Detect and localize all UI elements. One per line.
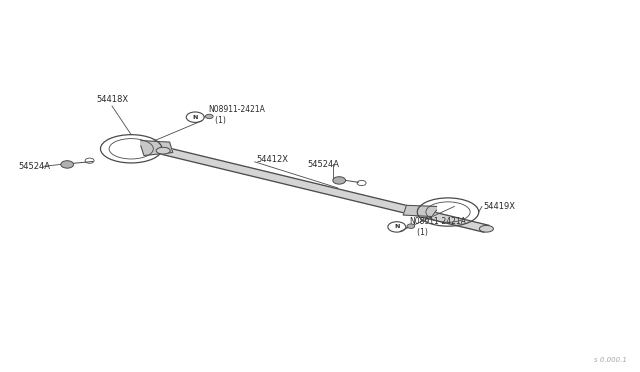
Text: N08911-2421A
   (1): N08911-2421A (1) — [208, 105, 265, 125]
Text: s 0.000.1: s 0.000.1 — [595, 357, 627, 363]
Polygon shape — [403, 205, 436, 217]
Text: 54524A: 54524A — [307, 160, 339, 169]
Circle shape — [61, 161, 74, 168]
Circle shape — [407, 224, 415, 228]
Ellipse shape — [156, 147, 170, 154]
Text: N: N — [394, 224, 399, 230]
Polygon shape — [161, 147, 489, 232]
Text: 54419X: 54419X — [483, 202, 515, 211]
Ellipse shape — [479, 225, 493, 232]
Text: N: N — [193, 115, 198, 120]
Text: 54418X: 54418X — [96, 95, 128, 104]
Text: 54524A: 54524A — [18, 162, 50, 171]
Polygon shape — [141, 141, 173, 155]
Circle shape — [205, 114, 213, 119]
Circle shape — [333, 177, 346, 184]
Text: 54412X: 54412X — [256, 155, 288, 164]
Text: N08911-2421A
   (1): N08911-2421A (1) — [410, 217, 467, 237]
